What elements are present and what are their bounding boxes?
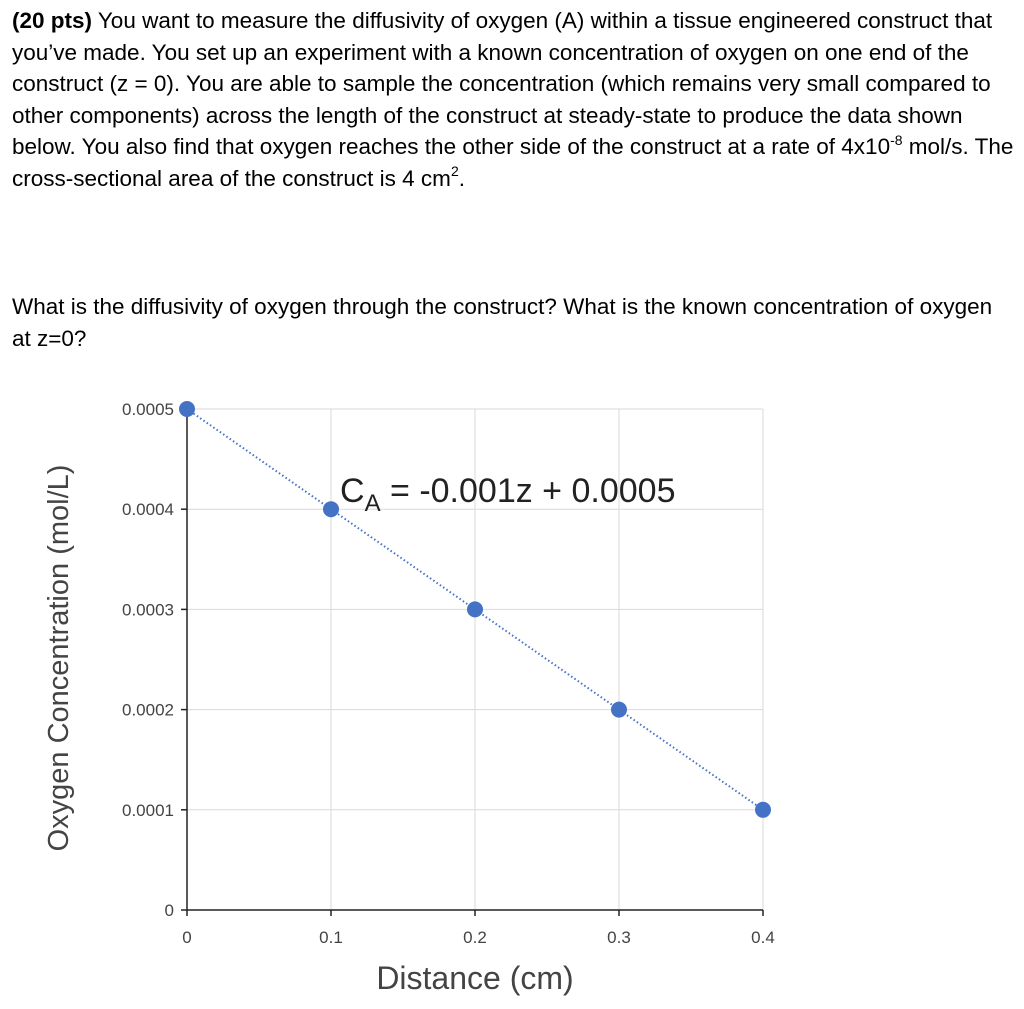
y-tick-label: 0.0005 [122, 400, 174, 419]
rate-exponent: -8 [890, 131, 903, 148]
problem-statement: (20 pts) You want to measure the diffusi… [12, 5, 1017, 194]
equation-subscript: A [365, 490, 381, 517]
problem-text-part-3: . [458, 165, 465, 191]
x-tick-label: 0.4 [751, 928, 775, 947]
trendline-layer [186, 408, 764, 811]
problem-text-part-2: mol/s. The cross-sectional area of the c… [12, 134, 1014, 191]
trendline [186, 408, 764, 811]
x-axis-title: Distance (cm) [376, 960, 573, 996]
y-tick-label: 0.0002 [122, 701, 174, 720]
tick-labels: 0 0.0001 0.0002 0.0003 0.0004 0.0005 0 0.1 0.2 0.… [122, 400, 775, 947]
x-tick-label: 0 [182, 928, 191, 947]
data-point [179, 401, 195, 417]
question-text: What is the diffusivity of oxygen throug… [12, 294, 993, 351]
data-point [323, 501, 339, 518]
points-label: (20 pts) [12, 8, 93, 33]
y-tick-label: 0.0001 [122, 801, 174, 820]
area-exponent: 2 [450, 163, 459, 179]
y-axis-title: Oxygen Concentration (mol/L) [43, 465, 75, 852]
data-point [611, 701, 627, 718]
concentration-chart: 0 0.0001 0.0002 0.0003 0.0004 0.0005 0 0.1 0.2 0.… [43, 400, 775, 996]
equation-rhs: = -0.001z + 0.0005 [381, 472, 676, 510]
data-point [755, 801, 771, 818]
data-points [179, 401, 771, 818]
data-point [467, 601, 483, 618]
equation-lhs: C [340, 472, 365, 510]
x-tick-label: 0.1 [319, 928, 343, 947]
y-tick-label: 0 [165, 901, 174, 920]
y-tick-label: 0.0003 [122, 600, 174, 619]
y-tick-label: 0.0004 [122, 500, 174, 519]
x-tick-label: 0.2 [463, 928, 487, 947]
problem-text-part-1: You want to measure the diffusivity of o… [12, 8, 993, 159]
trendline-equation: CA = -0.001z + 0.0005 [340, 472, 675, 517]
x-tick-label: 0.3 [607, 928, 631, 947]
